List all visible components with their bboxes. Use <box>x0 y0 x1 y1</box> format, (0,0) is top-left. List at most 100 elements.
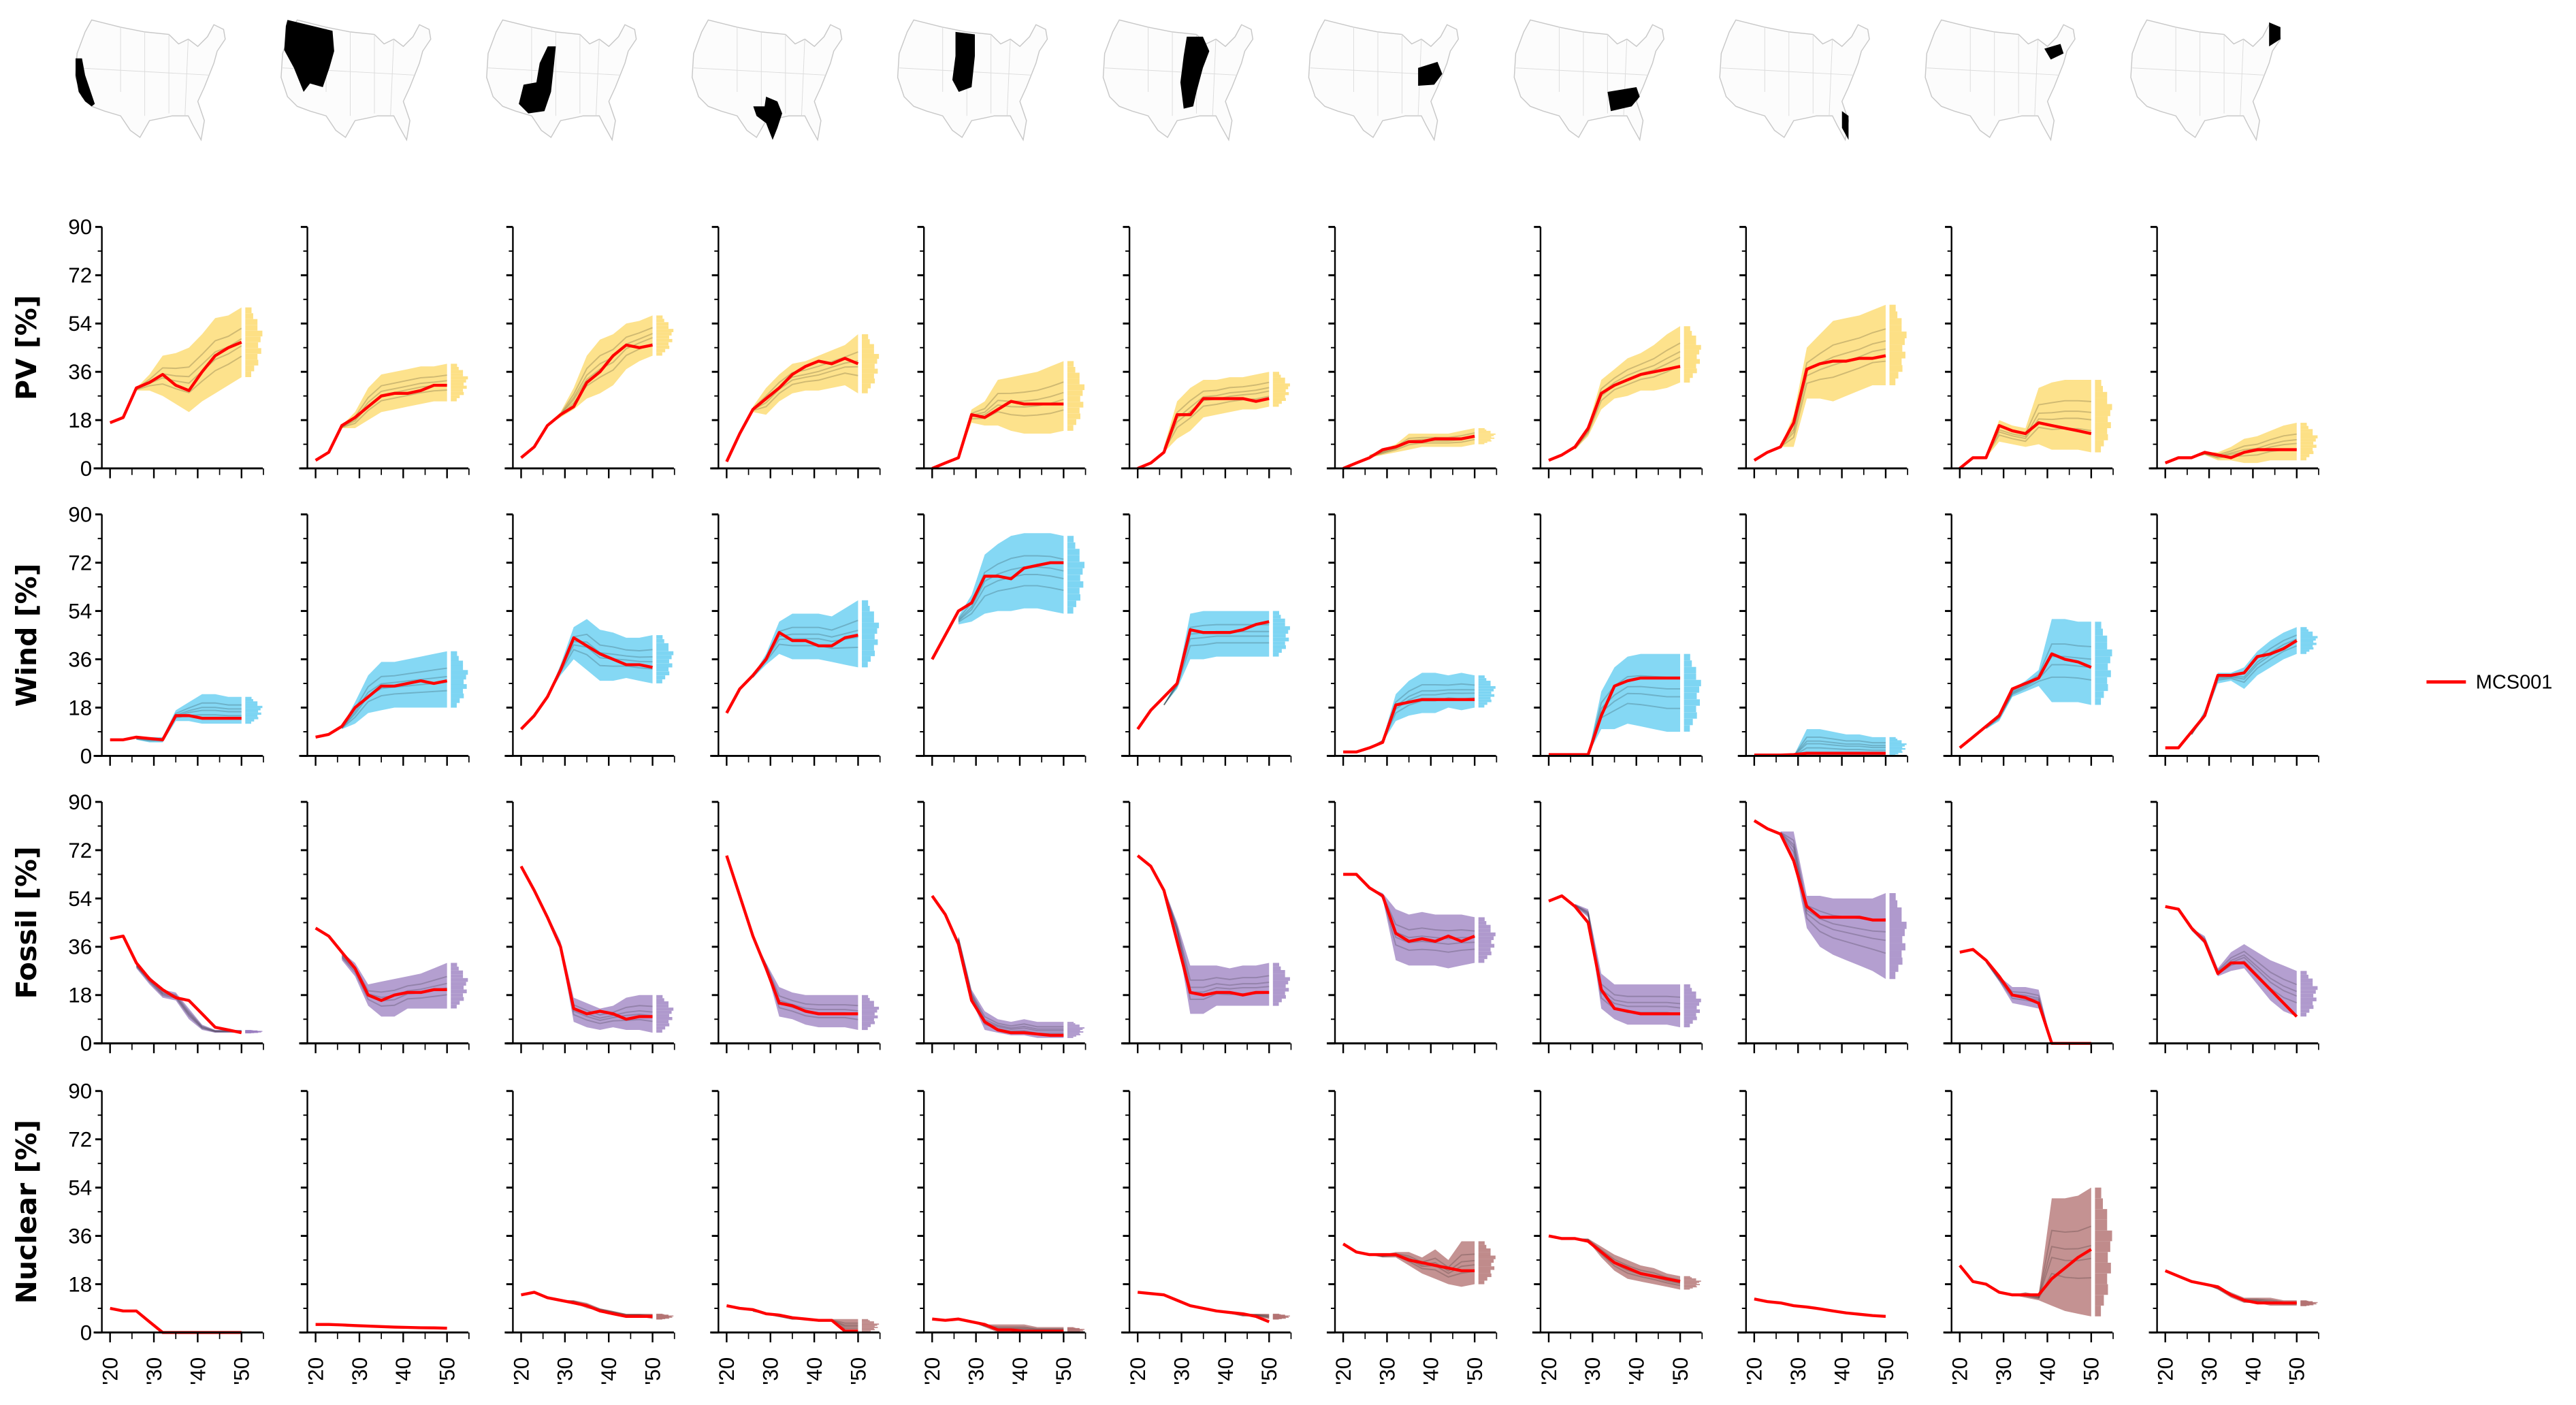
histogram-bar <box>1478 675 1485 679</box>
histogram-bar <box>862 662 868 668</box>
x-tick-label: '20 <box>509 1357 533 1385</box>
histogram-bar <box>2095 663 2108 671</box>
highlighted-region <box>1841 111 1849 140</box>
mcs001-line <box>2164 1269 2297 1305</box>
x-tick-label: '50 <box>1257 1357 1281 1385</box>
histogram-bar <box>1684 1009 1701 1014</box>
histogram-bar <box>1478 437 1495 439</box>
histogram-bar <box>451 398 457 402</box>
histogram-bar <box>862 650 875 656</box>
mcs001-line <box>725 631 858 714</box>
histogram-bar <box>862 998 870 1001</box>
histogram-bar <box>245 342 259 349</box>
histogram-bar <box>1478 943 1495 948</box>
histogram-bar <box>245 703 258 706</box>
histogram-bar <box>1272 395 1285 398</box>
histogram-bar <box>1272 615 1281 619</box>
ensemble-band <box>2191 928 2297 1017</box>
histogram-bar <box>2095 427 2108 434</box>
ensemble-line <box>958 566 1064 621</box>
histogram-bar <box>1067 594 1080 601</box>
ensemble-band <box>1369 888 1475 969</box>
histogram-bar <box>1478 688 1494 692</box>
histogram-bar <box>1684 1013 1696 1017</box>
histogram-bar <box>245 307 252 314</box>
histogram-bar <box>1478 1252 1491 1256</box>
ensemble-line <box>1985 417 2091 457</box>
histogram-bar <box>656 667 669 672</box>
histogram-bar <box>2095 1187 2102 1199</box>
ensemble-line <box>957 409 1064 457</box>
mcs001-line <box>931 400 1064 470</box>
histogram-bar <box>1684 988 1692 992</box>
panel-r1-c10 <box>2148 513 2319 766</box>
histogram-bar <box>656 679 662 683</box>
y-tick-label: 90 <box>68 503 92 527</box>
histogram-bar <box>1684 653 1690 661</box>
histogram-bar <box>2095 621 2102 629</box>
histogram-bar <box>2300 636 2318 639</box>
panel-r3-c4: '20 '30 '40 '50 <box>916 1090 1086 1385</box>
panel-r3-c0: 0 18 36 54 72 90 '20 '30 '40 '50 <box>68 1080 264 1385</box>
histogram-bar <box>1272 649 1282 653</box>
histogram-bar <box>1067 562 1085 568</box>
histogram-bar <box>1272 626 1290 630</box>
histogram-bar <box>2095 440 2104 447</box>
histogram-bar <box>1478 442 1485 445</box>
ensemble-line <box>341 389 447 428</box>
histogram-bar <box>2300 445 2317 448</box>
histogram-bar <box>1478 1280 1485 1285</box>
histogram-bar <box>1067 1030 1080 1031</box>
histogram-bar <box>451 366 459 370</box>
histogram-bar <box>1889 311 1898 319</box>
histogram-bar <box>2095 380 2102 386</box>
histogram-bar <box>451 660 464 666</box>
x-tick-label: '40 <box>2035 1357 2059 1385</box>
histogram-bar <box>2095 391 2108 398</box>
region-border <box>2132 67 2265 76</box>
row-label-1: Wind [%] <box>10 564 43 707</box>
histogram-bar <box>1272 645 1286 649</box>
histogram-bar <box>451 679 464 685</box>
histogram-bar <box>862 388 868 393</box>
ensemble-line <box>957 938 1064 1030</box>
ensemble-band <box>752 936 858 1030</box>
x-tick-label: '20 <box>304 1357 327 1385</box>
x-tick-label: '40 <box>391 1357 415 1385</box>
histogram-bar <box>656 671 670 676</box>
y-tick-label: 18 <box>68 984 92 1007</box>
region-border <box>801 39 805 116</box>
histogram-bar <box>245 705 263 709</box>
region-map <box>691 19 843 142</box>
histogram-bar <box>656 1023 670 1027</box>
ensemble-band <box>136 307 242 413</box>
histogram-bar <box>1889 943 1905 951</box>
histogram-bar <box>1478 702 1487 705</box>
histogram-bar <box>1272 372 1279 375</box>
histogram-bar <box>1889 378 1896 385</box>
y-tick-label: 36 <box>68 360 92 384</box>
histogram-bar <box>2095 698 2102 705</box>
y-tick-label: 18 <box>68 1272 92 1296</box>
panel-r1-c3 <box>710 513 881 766</box>
us-outline <box>1102 19 1254 142</box>
histogram-bar <box>245 719 255 722</box>
histogram-bar <box>1684 1002 1700 1006</box>
histogram-bar <box>451 997 464 1001</box>
x-tick-label: '50 <box>2080 1357 2104 1385</box>
y-tick-label: 36 <box>68 935 92 959</box>
histogram-bar <box>245 371 252 377</box>
mcs001-line <box>1548 365 1681 462</box>
histogram-bar <box>862 1322 874 1324</box>
histogram-bar <box>1478 429 1487 431</box>
x-tick-label: '20 <box>1332 1357 1355 1385</box>
x-tick-label: '20 <box>1537 1357 1561 1385</box>
panel-r1-c9 <box>1943 513 2114 766</box>
x-tick-label: '30 <box>1786 1357 1810 1385</box>
ensemble-band <box>342 364 447 428</box>
histogram-bar <box>1272 386 1289 389</box>
y-tick-label: 18 <box>68 408 92 432</box>
row-labels: PV [%] Wind [%] Fossil [%] Nuclear [%] <box>10 295 43 1304</box>
x-tick-label: '50 <box>1463 1357 1487 1385</box>
histogram-bar <box>2095 1252 2108 1263</box>
